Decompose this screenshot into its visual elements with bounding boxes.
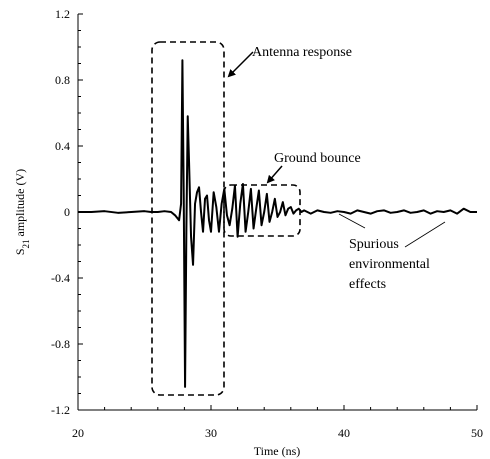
annotation-spurious-line-1: Spurious	[349, 237, 399, 252]
y-tick-label: -1.2	[51, 403, 70, 417]
ground-bounce-box	[223, 184, 301, 237]
spurious-leader-1	[338, 213, 366, 229]
y-tick-label: 1.2	[55, 7, 70, 21]
annotation-spurious-effects: Spurious environmental effects	[349, 237, 433, 292]
y-tick-label: 0.4	[55, 139, 70, 153]
y-axis-title-rest: amplitude (V)	[13, 169, 27, 240]
annotation-spurious-line-3: effects	[349, 277, 386, 292]
y-axis-title: S21 amplitude (V)	[13, 169, 31, 255]
annotation-boxes	[151, 41, 446, 396]
y-tick-label: -0.8	[51, 337, 70, 351]
annotation-ground-bounce: Ground bounce	[274, 151, 361, 166]
x-axis-title: Time (ns)	[254, 444, 301, 458]
series-line-1	[78, 59, 477, 388]
x-tick-label: 30	[205, 426, 217, 440]
y-tick-label: 0	[64, 205, 70, 219]
x-tick-label: 50	[471, 426, 483, 440]
x-tick-label: 40	[338, 426, 350, 440]
x-tick-label: 20	[72, 426, 84, 440]
ground-bounce-arrow	[266, 165, 283, 184]
tick-labels: -1.2 -0.8 -0.4 0 0.4 0.8 1.2 20 30 40 50	[51, 7, 483, 440]
antenna-response-arrow	[227, 51, 254, 78]
y-axis-title-main: S	[13, 248, 27, 255]
spurious-leader-2	[404, 221, 446, 248]
y-tick-label: -0.4	[51, 271, 70, 285]
y-tick-label: 0.8	[55, 73, 70, 87]
series-group	[78, 59, 477, 388]
annotation-spurious-line-2: environmental	[349, 257, 430, 272]
y-axis-title-sub: 21	[21, 239, 31, 248]
antenna-response-box	[151, 41, 225, 396]
annotation-antenna-response: Antenna response	[252, 45, 352, 60]
